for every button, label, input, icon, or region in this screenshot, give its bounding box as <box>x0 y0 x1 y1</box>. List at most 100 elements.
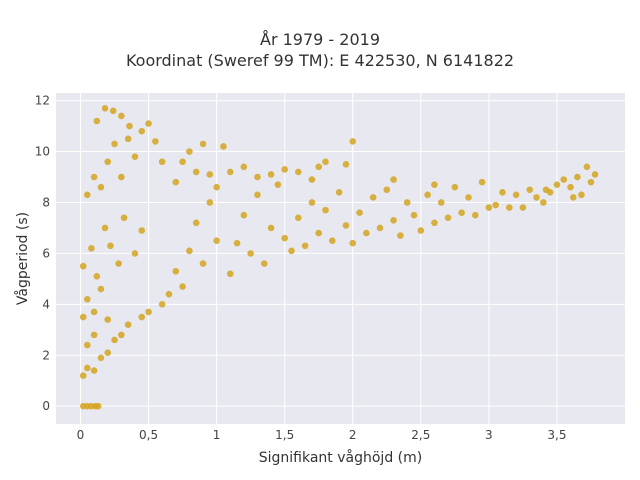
data-point <box>131 153 139 160</box>
data-point <box>329 237 336 244</box>
data-point <box>499 189 506 196</box>
data-point <box>458 209 465 216</box>
y-tick-label: 10 <box>35 145 50 159</box>
data-point <box>254 191 261 199</box>
data-point <box>512 191 520 199</box>
data-point <box>233 239 241 247</box>
data-point <box>97 285 105 293</box>
data-point <box>444 214 452 222</box>
data-point <box>526 186 534 194</box>
data-point <box>281 166 288 173</box>
data-point <box>90 308 98 316</box>
data-point <box>478 178 486 186</box>
data-point <box>186 148 193 155</box>
data-point <box>465 194 472 201</box>
data-point <box>342 222 350 229</box>
data-point <box>145 308 152 316</box>
data-point <box>540 199 547 206</box>
y-axis-ticks: 0 2 4 6 8 10 12 <box>35 94 50 414</box>
data-point <box>431 219 438 227</box>
data-point <box>79 262 87 270</box>
chart-title-line-1: År 1979 - 2019 <box>260 30 380 49</box>
y-tick-label: 12 <box>35 94 50 108</box>
data-point <box>206 199 214 206</box>
data-point <box>376 224 384 232</box>
data-point <box>322 206 329 214</box>
data-point <box>124 135 132 143</box>
data-point <box>84 364 91 372</box>
data-point <box>220 143 227 150</box>
data-point <box>126 122 133 130</box>
data-point <box>172 178 180 186</box>
y-tick-label: 2 <box>42 348 50 362</box>
data-point <box>158 301 166 308</box>
data-point <box>349 239 357 247</box>
data-point <box>505 204 513 211</box>
x-axis-title: Signifikant våghöjd (m) <box>259 449 422 466</box>
data-point <box>260 260 268 267</box>
data-point <box>226 168 234 176</box>
x-tick-label: 3 <box>485 428 493 442</box>
data-point <box>403 199 411 206</box>
data-point <box>138 227 146 234</box>
data-point <box>267 171 275 178</box>
data-point <box>254 173 261 181</box>
data-point <box>437 199 445 206</box>
data-point <box>111 336 118 344</box>
data-point <box>335 189 343 196</box>
data-point <box>578 191 585 199</box>
y-tick-label: 6 <box>42 246 50 260</box>
chart-title-line-2: Koordinat (Sweref 99 TM): E 422530, N 61… <box>125 51 515 70</box>
data-point <box>226 270 234 278</box>
data-point <box>315 229 323 237</box>
data-point <box>587 178 595 186</box>
data-point <box>84 191 91 199</box>
data-point <box>199 140 207 148</box>
data-point <box>90 331 98 339</box>
x-tick-label: 0,5 <box>139 428 158 442</box>
data-point <box>583 163 591 171</box>
data-point <box>397 232 404 239</box>
data-point <box>322 158 329 166</box>
data-point <box>192 168 200 176</box>
data-point <box>485 204 493 211</box>
data-point <box>567 183 574 191</box>
y-tick-label: 4 <box>42 297 50 311</box>
data-point <box>206 171 214 178</box>
data-point <box>172 267 180 275</box>
data-point <box>315 163 323 171</box>
data-point <box>104 158 112 166</box>
data-point <box>109 107 117 115</box>
data-point <box>101 224 109 232</box>
data-point <box>349 138 357 145</box>
data-point <box>118 173 125 181</box>
data-point <box>97 183 105 191</box>
data-point <box>342 160 350 168</box>
data-point <box>115 260 122 267</box>
data-point <box>79 313 87 321</box>
data-point <box>107 242 114 250</box>
x-tick-label: 1,5 <box>275 428 294 442</box>
data-point <box>390 217 397 224</box>
data-point <box>247 250 254 257</box>
data-point <box>383 186 391 194</box>
data-point <box>199 260 207 267</box>
data-point <box>267 224 275 232</box>
data-point <box>308 176 316 183</box>
data-point <box>519 204 527 211</box>
data-point <box>431 181 438 188</box>
data-point <box>165 290 173 298</box>
data-point <box>152 138 159 145</box>
x-axis-ticks: 0 0,5 1 1,5 2 2,5 3 3,5 <box>77 428 567 442</box>
data-point <box>471 211 479 219</box>
data-point <box>101 104 109 112</box>
x-tick-label: 3,5 <box>547 428 566 442</box>
data-point <box>213 183 220 191</box>
data-point <box>410 211 418 219</box>
data-point <box>240 163 248 171</box>
data-point <box>93 273 101 280</box>
data-point <box>186 247 193 255</box>
x-tick-label: 2,5 <box>411 428 430 442</box>
data-point <box>569 194 577 201</box>
